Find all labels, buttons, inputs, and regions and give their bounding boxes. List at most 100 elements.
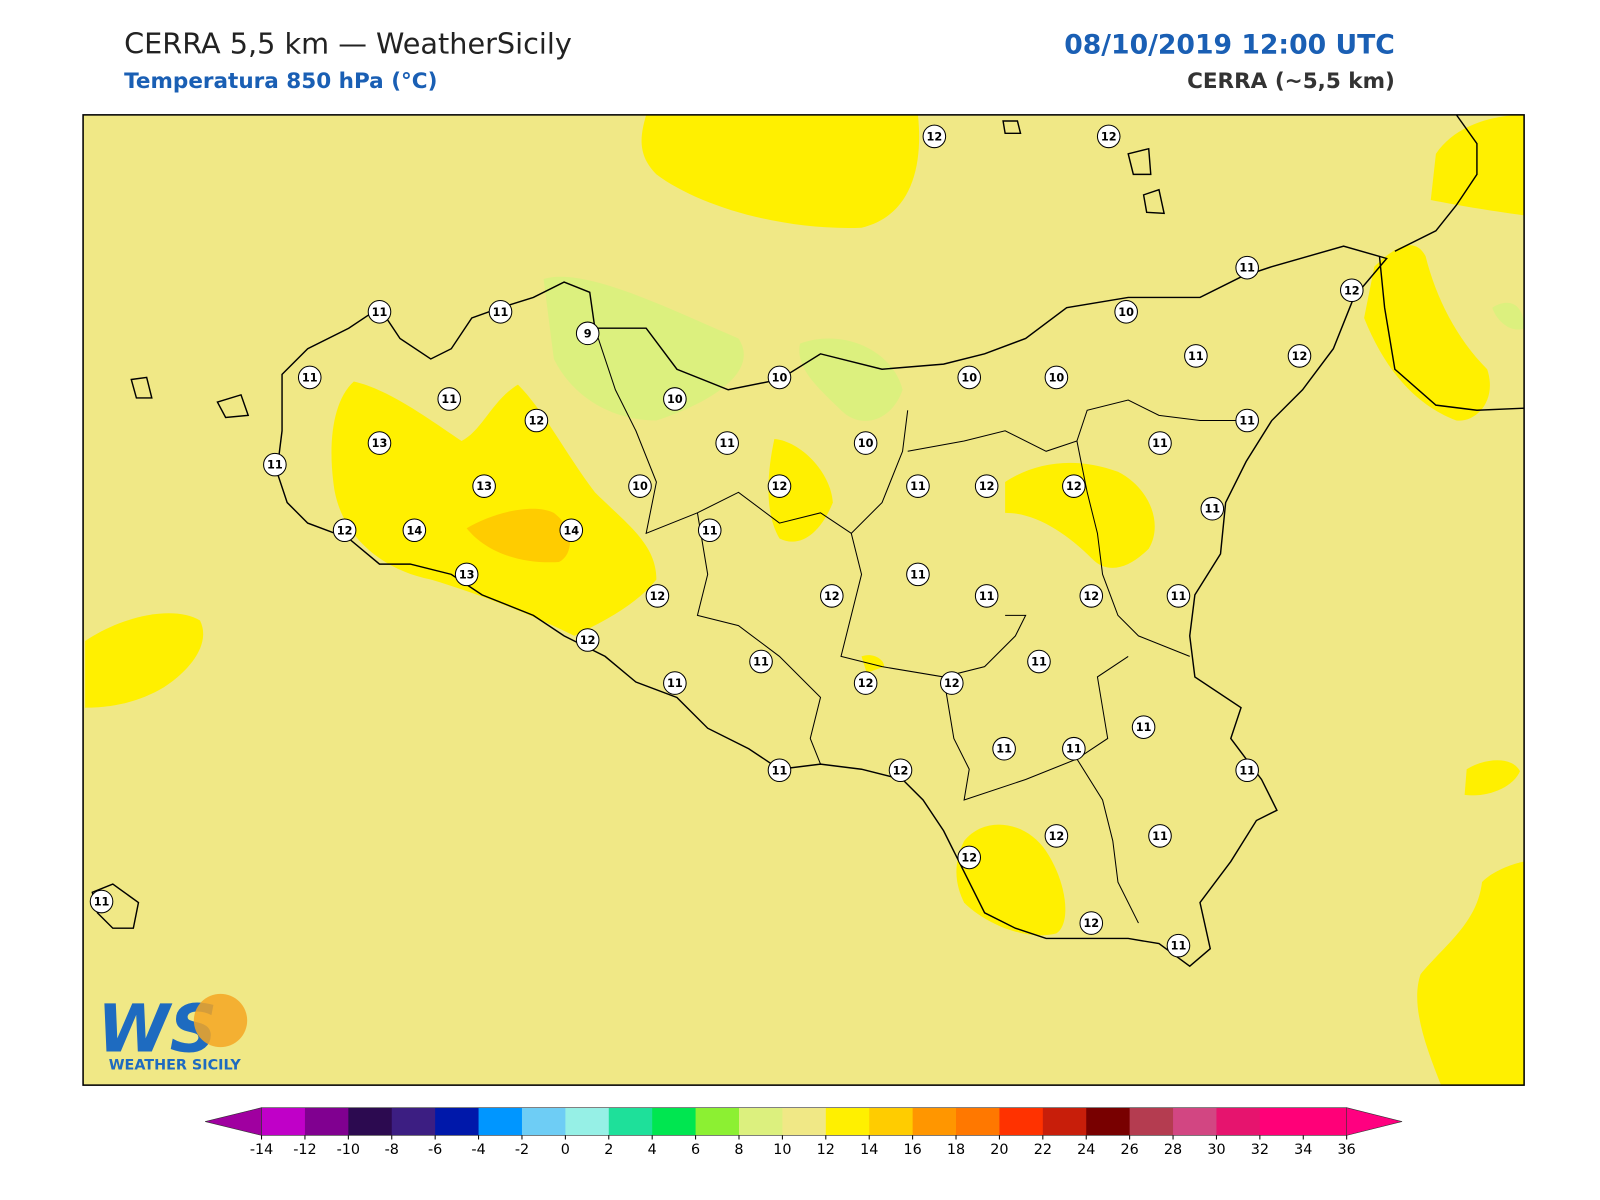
station-value: 11 [979, 590, 995, 603]
station-marker [1184, 344, 1208, 368]
station: 11 [1166, 584, 1191, 608]
field-background [83, 114, 1525, 1086]
station-value: 10 [1049, 371, 1065, 384]
station: 14 [402, 518, 427, 543]
colorbar-segment [1173, 1107, 1217, 1136]
station-value: 11 [1152, 830, 1168, 843]
station: 12 [1079, 911, 1104, 935]
colorbar-tick-label: -2 [515, 1142, 529, 1158]
station-labels: 12 12 11 12 11 11 9 10 11 11 10 10 10 10 11 12 12 13 11 10 1… [89, 124, 1364, 958]
station: 12 [524, 408, 549, 433]
colorbar-tick-label: -12 [293, 1142, 316, 1158]
station: 12 [922, 124, 947, 149]
model-label: CERRA (~5,5 km) [1187, 69, 1395, 94]
station-value: 12 [979, 480, 995, 493]
station-marker [992, 736, 1016, 761]
station-value: 9 [584, 327, 592, 340]
colorbar-tick-label: -6 [428, 1142, 442, 1158]
station-marker [454, 562, 479, 587]
station-value: 11 [667, 677, 683, 690]
station-marker [1287, 344, 1312, 368]
station: 12 [767, 474, 792, 498]
station-marker [1235, 255, 1259, 280]
station: 12 [1096, 124, 1121, 149]
station-value: 12 [1344, 284, 1360, 297]
colorbar-segment [1129, 1107, 1174, 1136]
colorbar-tick-label: 16 [903, 1142, 921, 1158]
station-marker [974, 474, 999, 498]
colorbar-tick-label: 30 [1207, 1142, 1225, 1158]
map-frame [82, 114, 1525, 1086]
station-value: 12 [893, 764, 909, 777]
station-value: 11 [753, 656, 769, 669]
station-value: 12 [529, 415, 545, 428]
logo-sun [193, 993, 248, 1048]
colorbar-segment [999, 1107, 1044, 1136]
logo-text: WEATHER SICILY [109, 1058, 242, 1074]
station: 11 [715, 431, 739, 455]
station: 12 [1339, 278, 1364, 303]
station-marker [1079, 584, 1104, 608]
colorbar-tick-label: 6 [691, 1142, 700, 1158]
station-value: 11 [1136, 721, 1152, 734]
colorbar-tick-label: 12 [817, 1142, 835, 1158]
field-hot [466, 508, 570, 563]
station: 11 [1148, 431, 1172, 455]
station-value: 10 [858, 437, 874, 450]
station-value: 11 [1204, 503, 1220, 516]
station: 11 [1166, 933, 1191, 958]
station: 10 [628, 474, 652, 498]
station-marker [297, 365, 322, 390]
station: 11 [1131, 715, 1156, 739]
station-marker [1062, 736, 1086, 761]
station: 11 [1027, 649, 1051, 674]
station-marker [1044, 365, 1069, 390]
station-marker [402, 518, 427, 543]
colorbar-segment [825, 1107, 870, 1136]
colorbar-tick-label: 18 [947, 1142, 965, 1158]
colorbar-segment [435, 1107, 480, 1136]
station-value: 14 [563, 524, 579, 537]
station-marker [628, 474, 652, 498]
station: 10 [663, 387, 687, 411]
station-value: 11 [1066, 743, 1082, 756]
station: 11 [1184, 344, 1208, 368]
title: CERRA 5,5 km — WeatherSicily [124, 26, 572, 60]
datetime: 08/10/2019 12:00 UTC [1064, 29, 1395, 60]
station-value: 13 [459, 568, 475, 581]
colorbar-tick-label: 32 [1251, 1142, 1269, 1158]
station: 12 [819, 584, 844, 608]
subtitle: Temperatura 850 hPa (°C) [124, 69, 437, 94]
station-marker [939, 671, 964, 695]
station-marker [767, 474, 792, 498]
station-value: 11 [719, 437, 735, 450]
station-marker [767, 365, 792, 390]
station-marker [1148, 824, 1172, 848]
station: 10 [1044, 365, 1069, 390]
colorbar-tick-label: 2 [604, 1142, 613, 1158]
station-marker [1114, 300, 1138, 324]
colorbar-tick-label: -8 [385, 1142, 399, 1158]
station: 13 [454, 562, 479, 587]
station-marker [906, 474, 930, 498]
station-marker [89, 889, 114, 914]
colorbar-segment [391, 1107, 436, 1136]
colorbar-tick-label: 24 [1077, 1142, 1095, 1158]
station-value: 11 [910, 480, 926, 493]
colorbar-tick-label: 14 [860, 1142, 878, 1158]
station-marker [263, 452, 287, 477]
colorbar-tick-label: 10 [773, 1142, 791, 1158]
station-marker [957, 365, 982, 390]
station-value: 12 [337, 524, 353, 537]
logo: WS WEATHER SICILY [97, 991, 248, 1074]
station-marker [1200, 496, 1225, 521]
station: 12 [575, 628, 600, 652]
colorbar-segment [1042, 1107, 1087, 1136]
station-value: 12 [944, 677, 960, 690]
station-value: 12 [650, 590, 666, 603]
station-marker [488, 300, 513, 324]
station-marker [575, 628, 600, 652]
station: 11 [1235, 758, 1259, 783]
colorbar-segment [782, 1107, 827, 1136]
station-value: 11 [1171, 940, 1187, 953]
